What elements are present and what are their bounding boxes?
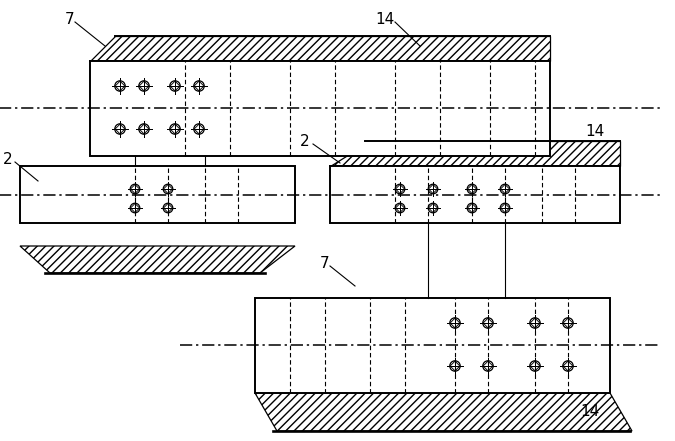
Polygon shape	[330, 141, 620, 166]
Text: 14: 14	[585, 123, 605, 138]
Text: 14: 14	[580, 404, 599, 419]
Polygon shape	[90, 36, 550, 61]
Text: 2: 2	[3, 152, 13, 167]
Bar	[20, 166, 295, 223]
Text: 14: 14	[375, 11, 395, 26]
Text: 7: 7	[65, 11, 75, 26]
Text: 2: 2	[300, 134, 310, 149]
Bar	[330, 166, 620, 223]
Polygon shape	[255, 393, 632, 431]
Bar	[90, 61, 550, 156]
Polygon shape	[20, 246, 295, 273]
Text: 7: 7	[320, 255, 330, 270]
Bar	[255, 298, 610, 393]
